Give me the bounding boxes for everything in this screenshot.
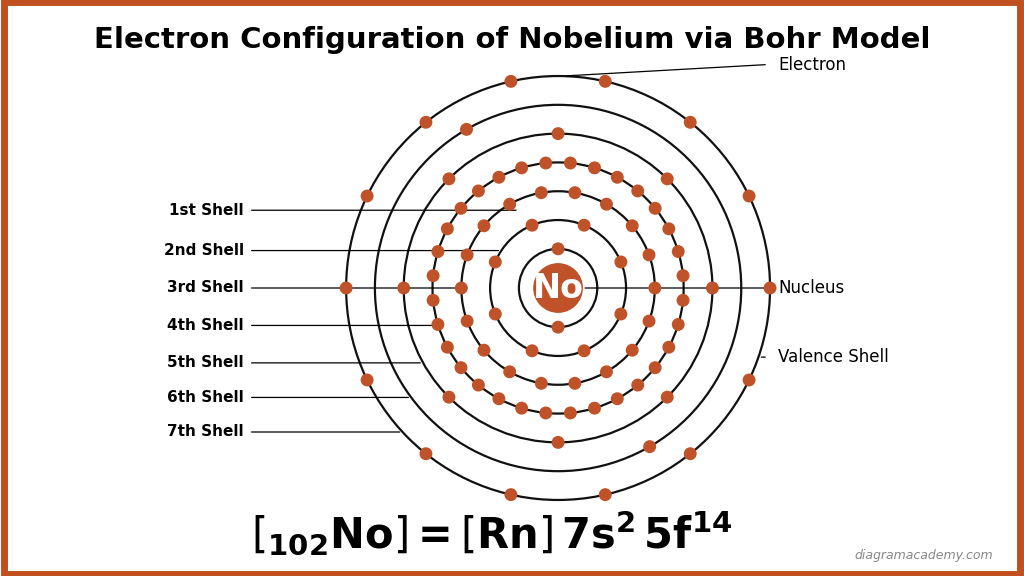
Text: Electron Configuration of Nobelium via Bohr Model: Electron Configuration of Nobelium via B… — [94, 26, 930, 54]
Ellipse shape — [649, 362, 660, 373]
Ellipse shape — [420, 116, 432, 128]
Ellipse shape — [649, 203, 660, 214]
Ellipse shape — [478, 220, 489, 232]
Ellipse shape — [644, 441, 655, 452]
Ellipse shape — [707, 282, 718, 294]
Ellipse shape — [462, 249, 473, 261]
Text: diagramacademy.com: diagramacademy.com — [855, 548, 993, 562]
Ellipse shape — [456, 362, 467, 373]
Ellipse shape — [601, 199, 612, 210]
Ellipse shape — [516, 403, 527, 414]
Ellipse shape — [673, 246, 684, 257]
Ellipse shape — [552, 243, 564, 255]
Ellipse shape — [441, 342, 453, 353]
Ellipse shape — [462, 315, 473, 327]
Ellipse shape — [427, 270, 439, 282]
Ellipse shape — [489, 256, 501, 268]
Ellipse shape — [684, 448, 696, 460]
Ellipse shape — [505, 489, 517, 501]
Ellipse shape — [764, 282, 776, 294]
Ellipse shape — [552, 437, 564, 448]
Ellipse shape — [589, 403, 600, 414]
Text: $\mathbf{\left[_{102}No\right] = \left[Rn\right]\,7s^2\,5f^{14}}$: $\mathbf{\left[_{102}No\right] = \left[R… — [251, 509, 732, 557]
Ellipse shape — [615, 256, 627, 268]
Ellipse shape — [632, 185, 643, 196]
Text: Nucleus: Nucleus — [778, 279, 845, 297]
Ellipse shape — [456, 282, 467, 294]
Ellipse shape — [643, 315, 654, 327]
Ellipse shape — [478, 344, 489, 356]
Ellipse shape — [534, 264, 583, 312]
Ellipse shape — [504, 366, 515, 377]
Ellipse shape — [398, 282, 410, 294]
Ellipse shape — [461, 124, 472, 135]
Ellipse shape — [432, 246, 443, 257]
Ellipse shape — [684, 116, 696, 128]
Ellipse shape — [361, 190, 373, 202]
Ellipse shape — [673, 319, 684, 330]
Ellipse shape — [649, 282, 660, 294]
Ellipse shape — [664, 342, 675, 353]
Ellipse shape — [505, 75, 517, 87]
Ellipse shape — [564, 157, 577, 169]
Ellipse shape — [504, 199, 515, 210]
Ellipse shape — [432, 319, 443, 330]
Ellipse shape — [615, 308, 627, 320]
Ellipse shape — [627, 344, 638, 356]
Ellipse shape — [677, 270, 689, 282]
Ellipse shape — [569, 377, 581, 389]
Ellipse shape — [489, 308, 501, 320]
Ellipse shape — [526, 345, 538, 357]
Ellipse shape — [579, 219, 590, 231]
Text: 3rd Shell: 3rd Shell — [167, 281, 244, 295]
Ellipse shape — [473, 380, 484, 391]
Text: 5th Shell: 5th Shell — [167, 355, 244, 370]
Ellipse shape — [579, 345, 590, 357]
Ellipse shape — [552, 128, 564, 139]
Ellipse shape — [743, 374, 755, 386]
Ellipse shape — [611, 172, 623, 183]
Ellipse shape — [664, 223, 675, 234]
Ellipse shape — [643, 249, 654, 261]
Text: 7th Shell: 7th Shell — [167, 425, 244, 439]
Text: 1st Shell: 1st Shell — [169, 203, 244, 218]
Ellipse shape — [427, 294, 439, 306]
Ellipse shape — [627, 220, 638, 232]
Ellipse shape — [340, 282, 352, 294]
Ellipse shape — [743, 190, 755, 202]
Ellipse shape — [601, 366, 612, 377]
Text: Electron: Electron — [778, 55, 846, 74]
Ellipse shape — [569, 187, 581, 199]
Ellipse shape — [494, 172, 505, 183]
Ellipse shape — [540, 157, 552, 169]
Ellipse shape — [611, 393, 623, 404]
Ellipse shape — [589, 162, 600, 173]
Ellipse shape — [473, 185, 484, 196]
Ellipse shape — [526, 219, 538, 231]
Ellipse shape — [662, 392, 673, 403]
Ellipse shape — [420, 448, 432, 460]
Ellipse shape — [552, 321, 564, 333]
Text: No: No — [532, 271, 584, 305]
Ellipse shape — [536, 377, 547, 389]
Ellipse shape — [361, 374, 373, 386]
Ellipse shape — [443, 392, 455, 403]
Ellipse shape — [599, 75, 611, 87]
Text: 6th Shell: 6th Shell — [167, 390, 244, 405]
Ellipse shape — [599, 489, 611, 501]
Ellipse shape — [456, 203, 467, 214]
Ellipse shape — [564, 407, 577, 419]
Ellipse shape — [677, 294, 689, 306]
Ellipse shape — [516, 162, 527, 173]
Ellipse shape — [441, 223, 453, 234]
Ellipse shape — [632, 380, 643, 391]
Text: 4th Shell: 4th Shell — [167, 318, 244, 333]
Ellipse shape — [662, 173, 673, 184]
Text: 2nd Shell: 2nd Shell — [164, 243, 244, 258]
Ellipse shape — [443, 173, 455, 184]
Ellipse shape — [494, 393, 505, 404]
Ellipse shape — [540, 407, 552, 419]
Text: Valence Shell: Valence Shell — [778, 348, 889, 366]
Ellipse shape — [536, 187, 547, 199]
